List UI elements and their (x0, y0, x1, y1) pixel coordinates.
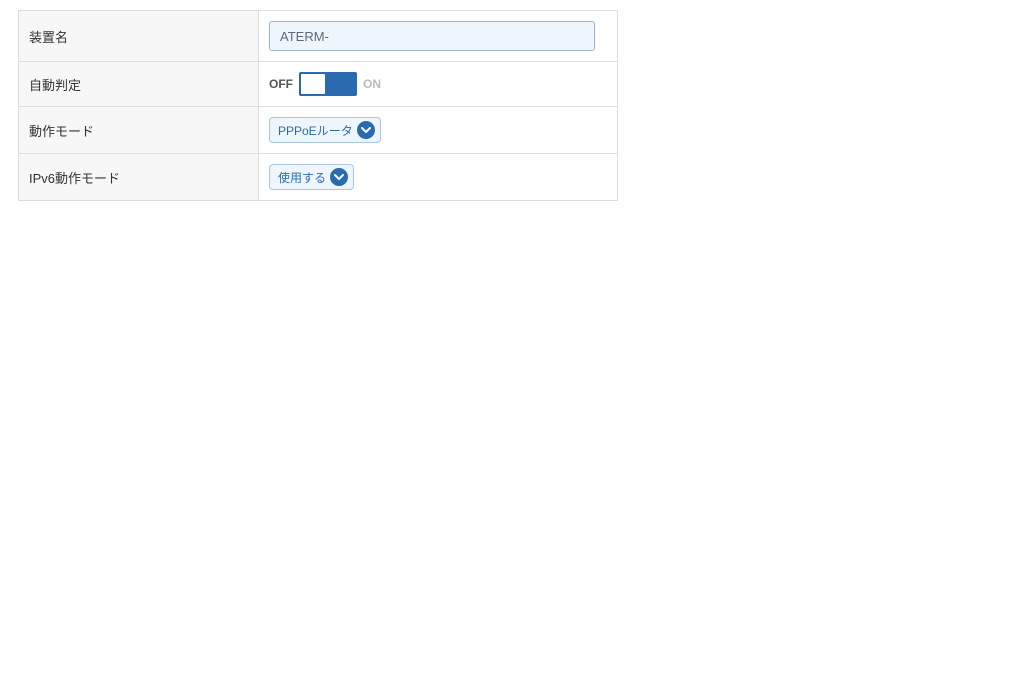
settings-table: 装置名 自動判定 OFF ON 動作モード PPPoEルータ (18, 10, 618, 201)
toggle-knob (301, 74, 325, 94)
operation-mode-label: 動作モード (19, 107, 259, 154)
device-name-label: 装置名 (19, 11, 259, 62)
auto-detect-value-cell: OFF ON (259, 62, 618, 107)
operation-mode-value-cell: PPPoEルータ (259, 107, 618, 154)
operation-mode-dropdown[interactable]: PPPoEルータ (269, 117, 381, 143)
row-ipv6-mode: IPv6動作モード 使用する (19, 154, 618, 201)
row-operation-mode: 動作モード PPPoEルータ (19, 107, 618, 154)
toggle-on-label: ON (363, 77, 381, 91)
toggle-off-label: OFF (269, 77, 293, 91)
auto-detect-toggle[interactable] (299, 72, 357, 96)
device-name-input[interactable] (269, 21, 595, 51)
ipv6-mode-value-cell: 使用する (259, 154, 618, 201)
device-name-value-cell (259, 11, 618, 62)
auto-detect-toggle-wrap: OFF ON (269, 72, 381, 96)
ipv6-mode-label: IPv6動作モード (19, 154, 259, 201)
row-auto-detect: 自動判定 OFF ON (19, 62, 618, 107)
chevron-down-icon (330, 168, 348, 186)
ipv6-mode-dropdown[interactable]: 使用する (269, 164, 354, 190)
ipv6-mode-selected: 使用する (278, 169, 326, 186)
auto-detect-label: 自動判定 (19, 62, 259, 107)
operation-mode-selected: PPPoEルータ (278, 122, 353, 139)
row-device-name: 装置名 (19, 11, 618, 62)
chevron-down-icon (357, 121, 375, 139)
